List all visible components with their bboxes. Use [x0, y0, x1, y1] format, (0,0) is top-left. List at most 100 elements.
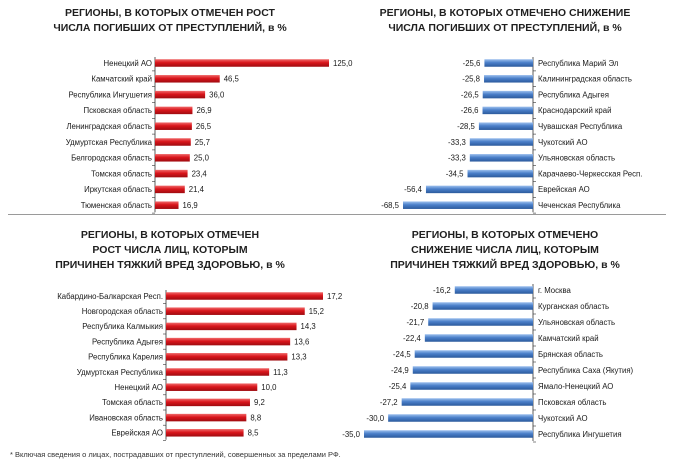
category-label: Чукотский АО: [538, 414, 588, 423]
value-label: -20,8: [411, 302, 429, 311]
bar-1: [454, 286, 533, 294]
bar-8: [155, 169, 188, 178]
value-label: -22,4: [403, 334, 421, 343]
value-label: -56,4: [404, 185, 422, 194]
bar-7: [410, 382, 533, 390]
category-label: Ульяновская область: [538, 318, 615, 327]
bar-8: [467, 169, 533, 178]
bar-7: [155, 154, 190, 162]
category-label: Еврейская АО: [538, 185, 590, 194]
bar-9: [166, 413, 247, 422]
category-label: Ненецкий АО: [115, 383, 163, 392]
bar-6: [166, 368, 270, 376]
category-label: Ямало-Ненецкий АО: [538, 382, 613, 391]
bar-4: [155, 106, 193, 115]
bar-4: [482, 106, 533, 115]
value-label: -28,5: [457, 122, 475, 131]
value-label: 26,5: [196, 122, 212, 131]
category-label: г. Москва: [538, 286, 572, 295]
value-label: 9,2: [254, 398, 265, 407]
value-label: 17,2: [327, 292, 342, 301]
panel-3-title: РЕГИОНЫ, В КОТОРЫХ ОТМЕЧЕН РОСТ ЧИСЛА ЛИ…: [55, 229, 285, 271]
category-label: Республика Саха (Якутия): [538, 366, 634, 375]
category-label: Республика Адыгея: [92, 337, 163, 346]
bar-10: [403, 201, 533, 209]
category-label: Ленинградская область: [66, 122, 152, 131]
category-label: Кабардино-Балкарская Респ.: [57, 292, 163, 301]
bar-8: [166, 398, 250, 407]
value-label: 10,0: [261, 383, 277, 392]
value-label: -26,6: [461, 106, 479, 115]
chart-3: Кабардино-Балкарская Респ. 17,2 Новгородск…: [57, 290, 342, 441]
category-label: Республика Ингушетия: [538, 430, 622, 439]
value-label: 21,4: [189, 185, 205, 194]
category-label: Брянская область: [538, 350, 603, 359]
value-label: 26,9: [196, 106, 211, 115]
value-label: -21,7: [406, 318, 424, 327]
category-label: Камчатский край: [91, 75, 152, 84]
value-label: -25,6: [463, 59, 481, 68]
value-label: -26,5: [461, 90, 479, 99]
bar-10: [364, 430, 533, 438]
category-label: Республика Адыгея: [538, 90, 609, 99]
bar-7: [469, 154, 533, 162]
value-label: 11,3: [273, 368, 288, 377]
category-label: Ивановская область: [89, 413, 163, 422]
category-label: Курганская область: [538, 302, 609, 311]
category-label: Камчатский край: [538, 334, 599, 343]
category-label: Чукотский АО: [538, 138, 588, 147]
value-label: -30,0: [366, 414, 384, 423]
value-label: -35,0: [342, 430, 360, 439]
value-label: 36,0: [209, 90, 225, 99]
value-label: -33,3: [448, 154, 466, 163]
category-label: Республика Марий Эл: [538, 59, 619, 68]
bar-9: [388, 414, 533, 422]
value-label: -33,3: [448, 138, 466, 147]
bar-3: [166, 322, 297, 331]
value-label: -68,5: [381, 201, 399, 210]
bar-2: [166, 307, 305, 315]
category-label: Карачаево-Черкесская Респ.: [538, 169, 642, 178]
value-label: -16,2: [433, 286, 451, 295]
bar-6: [155, 138, 191, 146]
category-label: Чеченская Республика: [538, 201, 621, 210]
value-label: -24,9: [391, 366, 409, 375]
bar-1: [484, 59, 533, 67]
bar-7: [166, 383, 258, 391]
bar-10: [166, 429, 244, 437]
category-label: Удмуртская Республика: [66, 138, 153, 147]
category-label: Еврейская АО: [111, 429, 163, 438]
category-label: Краснодарский край: [538, 106, 611, 115]
value-label: -24,5: [393, 350, 411, 359]
bar-4: [424, 334, 533, 342]
category-label: Псковская область: [538, 398, 606, 407]
category-label: Томская область: [102, 398, 163, 407]
bar-9: [155, 185, 185, 194]
panel-4-title: РЕГИОНЫ, В КОТОРЫХ ОТМЕЧЕНО СНИЖЕНИЕ ЧИС…: [390, 229, 620, 271]
bar-1: [166, 292, 323, 300]
bar-5: [155, 122, 192, 130]
section-divider: [8, 214, 666, 215]
value-label: 25,7: [195, 138, 210, 147]
bar-1: [155, 59, 329, 67]
value-label: 125,0: [333, 59, 353, 68]
value-label: 14,3: [301, 322, 316, 331]
bar-3: [482, 90, 533, 99]
category-label: Иркутская область: [84, 185, 152, 194]
value-label: -34,5: [446, 169, 464, 178]
category-label: Новгородская область: [82, 307, 163, 316]
bar-3: [428, 318, 533, 326]
bar-8: [401, 398, 533, 406]
category-label: Белгородская область: [71, 154, 152, 163]
category-label: Томская область: [91, 169, 152, 178]
chart-1: Ненецкий АО 125,0 Камчатский край 46,5 Респу…: [66, 57, 353, 214]
bar-6: [412, 366, 533, 374]
bar-10: [155, 201, 179, 209]
bar-5: [478, 122, 533, 130]
category-label: Тюменская область: [81, 201, 152, 210]
category-label: Псковская область: [84, 106, 152, 115]
value-label: 8,8: [250, 413, 261, 422]
category-label: Ульяновская область: [538, 154, 615, 163]
bar-2: [432, 302, 533, 310]
